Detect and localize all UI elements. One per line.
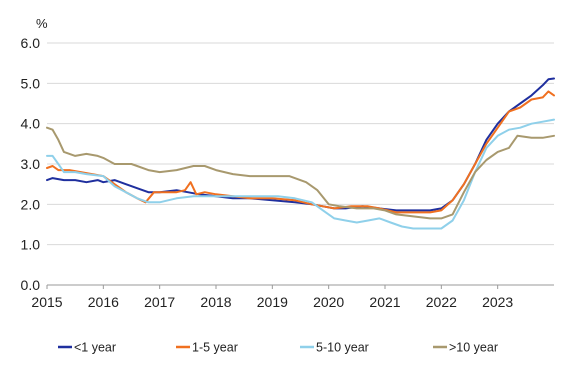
x-tick-label: 2017 bbox=[144, 294, 175, 310]
x-tick-label: 2023 bbox=[482, 294, 513, 310]
legend-label-0: <1 year bbox=[74, 341, 116, 355]
y-tick-label: 2.0 bbox=[21, 196, 41, 212]
x-tick-label: 2015 bbox=[31, 294, 62, 310]
legend-label-1: 1-5 year bbox=[192, 341, 238, 355]
y-tick-label: 6.0 bbox=[21, 35, 41, 51]
y-tick-label: 0.0 bbox=[21, 277, 41, 293]
y-tick-label: 4.0 bbox=[21, 116, 41, 132]
y-tick-label: 5.0 bbox=[21, 75, 41, 91]
y-tick-label: 1.0 bbox=[21, 237, 41, 253]
legend: <1 year 1-5 year 5-10 year >10 year bbox=[58, 341, 498, 355]
x-tick-label: 2016 bbox=[88, 294, 119, 310]
series-line-1 bbox=[46, 90, 555, 214]
x-tick-label: 2019 bbox=[257, 294, 288, 310]
x-tick-label: 2018 bbox=[200, 294, 231, 310]
y-tick-label: 3.0 bbox=[21, 156, 41, 172]
x-tick-label: 2021 bbox=[369, 294, 400, 310]
legend-label-2: 5-10 year bbox=[316, 341, 369, 355]
y-axis-unit-label: % bbox=[36, 16, 48, 31]
series-line-3 bbox=[46, 126, 555, 220]
x-tick-label: 2022 bbox=[426, 294, 457, 310]
series-lines bbox=[46, 77, 555, 230]
x-axis-ticks: 2015 2016 2017 2018 2019 2020 2021 2022 2023 bbox=[31, 285, 513, 310]
y-axis-ticks: 0.0 1.0 2.0 3.0 4.0 5.0 6.0 bbox=[21, 35, 41, 293]
series-line-2 bbox=[46, 118, 555, 230]
x-tick-label: 2020 bbox=[313, 294, 344, 310]
legend-label-3: >10 year bbox=[449, 341, 498, 355]
